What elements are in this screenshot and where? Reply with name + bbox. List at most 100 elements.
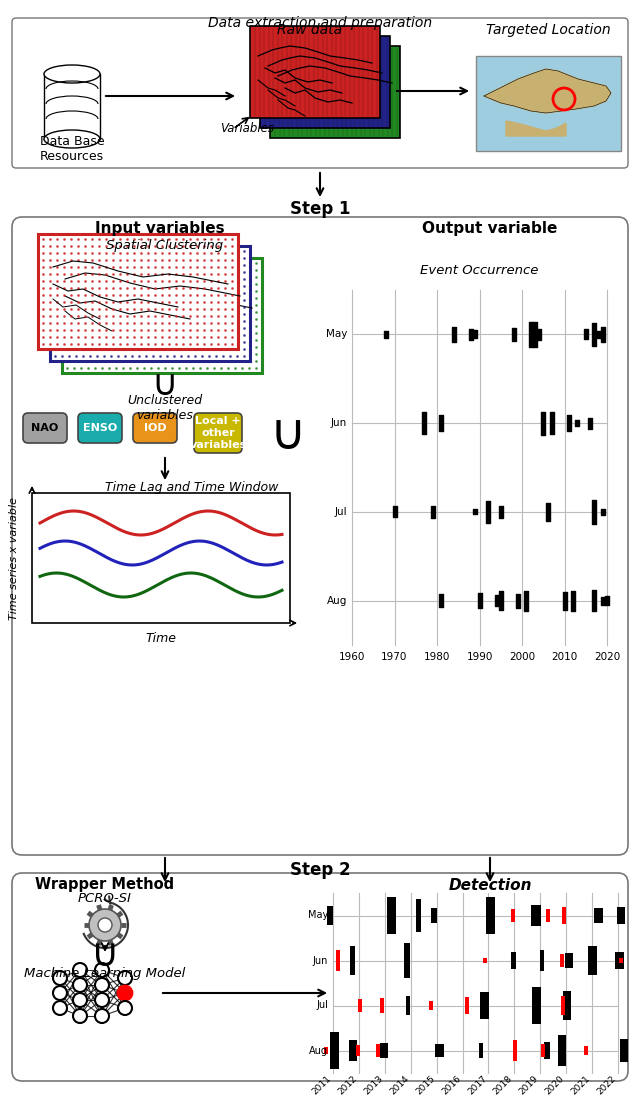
Bar bbox=[270, 46, 400, 138]
Text: 2016: 2016 bbox=[440, 1073, 463, 1096]
Circle shape bbox=[73, 978, 87, 992]
Bar bbox=[376, 1045, 380, 1057]
FancyBboxPatch shape bbox=[78, 413, 122, 443]
Bar bbox=[544, 1042, 550, 1059]
Bar bbox=[358, 999, 362, 1013]
Text: Time: Time bbox=[145, 632, 177, 645]
Bar bbox=[511, 909, 515, 922]
Bar bbox=[476, 56, 621, 151]
Bar bbox=[324, 1048, 328, 1053]
Text: 2019: 2019 bbox=[518, 1073, 540, 1096]
Bar bbox=[44, 74, 100, 139]
Bar bbox=[431, 908, 437, 923]
Text: Data extraction and preparation: Data extraction and preparation bbox=[208, 17, 432, 30]
Text: 2017: 2017 bbox=[466, 1073, 488, 1096]
Bar bbox=[513, 1040, 517, 1061]
Text: Detection: Detection bbox=[448, 878, 532, 892]
Circle shape bbox=[95, 978, 109, 992]
Bar bbox=[356, 1046, 360, 1056]
Text: Aug: Aug bbox=[309, 1046, 328, 1056]
Text: 2014: 2014 bbox=[388, 1074, 411, 1096]
Polygon shape bbox=[484, 69, 611, 113]
Circle shape bbox=[118, 971, 132, 985]
Text: 2013: 2013 bbox=[362, 1073, 385, 1096]
Circle shape bbox=[118, 986, 132, 1000]
Circle shape bbox=[73, 993, 87, 1007]
FancyBboxPatch shape bbox=[133, 413, 177, 443]
Text: NAO: NAO bbox=[31, 422, 59, 433]
Circle shape bbox=[95, 993, 109, 1007]
Text: Input variables: Input variables bbox=[95, 221, 225, 236]
Text: PCRO-SI: PCRO-SI bbox=[78, 892, 132, 906]
Circle shape bbox=[95, 1009, 109, 1022]
Text: 2020: 2020 bbox=[594, 652, 620, 662]
Bar bbox=[531, 906, 541, 925]
Text: Step 1: Step 1 bbox=[290, 200, 350, 218]
Text: 2021: 2021 bbox=[570, 1074, 592, 1096]
Text: 1990: 1990 bbox=[467, 652, 493, 662]
Circle shape bbox=[89, 909, 121, 941]
Text: Raw data: Raw data bbox=[277, 23, 342, 38]
Bar bbox=[349, 1040, 357, 1061]
Text: Jul: Jul bbox=[316, 1000, 328, 1010]
Text: Jun: Jun bbox=[331, 418, 347, 428]
Ellipse shape bbox=[44, 130, 100, 148]
Text: Time series x variable: Time series x variable bbox=[9, 496, 19, 620]
Ellipse shape bbox=[44, 65, 100, 83]
Text: Wrapper Method: Wrapper Method bbox=[35, 878, 175, 892]
FancyBboxPatch shape bbox=[194, 413, 242, 453]
Bar bbox=[406, 996, 410, 1015]
Polygon shape bbox=[506, 121, 566, 136]
Bar bbox=[511, 952, 516, 968]
Bar bbox=[561, 996, 565, 1015]
Circle shape bbox=[53, 1002, 67, 1015]
FancyBboxPatch shape bbox=[23, 413, 67, 443]
Bar bbox=[620, 1039, 628, 1061]
Bar bbox=[50, 246, 250, 361]
Bar bbox=[32, 493, 290, 623]
Bar bbox=[615, 952, 625, 970]
Text: Jun: Jun bbox=[312, 955, 328, 965]
Bar bbox=[349, 946, 355, 975]
Text: ∪: ∪ bbox=[269, 411, 307, 459]
Text: 1980: 1980 bbox=[424, 652, 450, 662]
Text: 2022: 2022 bbox=[596, 1074, 618, 1096]
Bar bbox=[387, 897, 396, 934]
Bar bbox=[380, 1042, 388, 1059]
FancyBboxPatch shape bbox=[12, 18, 628, 168]
Bar bbox=[565, 953, 573, 967]
Bar bbox=[250, 26, 380, 118]
FancyBboxPatch shape bbox=[12, 872, 628, 1081]
Text: Machine Learning Model: Machine Learning Model bbox=[24, 966, 186, 979]
Bar bbox=[480, 993, 489, 1018]
Text: IOD: IOD bbox=[144, 422, 166, 433]
Text: 1970: 1970 bbox=[381, 652, 408, 662]
Bar bbox=[380, 997, 384, 1014]
Bar bbox=[483, 959, 487, 963]
Text: 2000: 2000 bbox=[509, 652, 535, 662]
Circle shape bbox=[118, 1002, 132, 1015]
Text: 2020: 2020 bbox=[544, 1074, 566, 1096]
Bar bbox=[618, 959, 623, 963]
Text: Event Occurrence: Event Occurrence bbox=[420, 264, 538, 277]
Text: ENSO: ENSO bbox=[83, 422, 117, 433]
Bar bbox=[479, 1043, 483, 1058]
Text: Local +
other
variables: Local + other variables bbox=[189, 417, 246, 450]
Bar bbox=[486, 897, 495, 934]
Circle shape bbox=[98, 918, 112, 932]
Text: Unclustered
variables: Unclustered variables bbox=[127, 394, 203, 422]
FancyBboxPatch shape bbox=[12, 217, 628, 855]
Bar bbox=[260, 36, 390, 128]
Text: ∪: ∪ bbox=[152, 368, 179, 401]
Bar bbox=[330, 1032, 339, 1069]
Bar bbox=[435, 1043, 444, 1058]
Bar bbox=[336, 950, 340, 972]
Text: Jul: Jul bbox=[334, 507, 347, 517]
Bar bbox=[560, 954, 564, 967]
Text: Targeted Location: Targeted Location bbox=[486, 23, 611, 38]
Text: Aug: Aug bbox=[326, 596, 347, 606]
Bar bbox=[532, 987, 541, 1025]
Circle shape bbox=[53, 986, 67, 1000]
Bar bbox=[404, 943, 410, 977]
Bar bbox=[563, 908, 566, 923]
